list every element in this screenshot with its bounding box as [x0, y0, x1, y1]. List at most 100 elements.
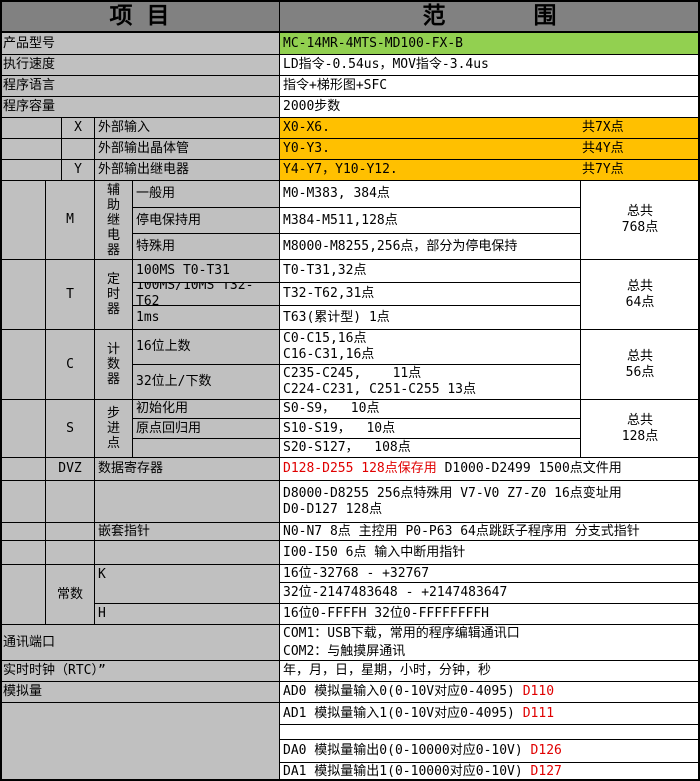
io-row-label: 外部输出晶体管	[95, 139, 280, 160]
section-code-t: T	[46, 260, 95, 330]
section-code-c: C	[46, 330, 95, 400]
section-code-constant: 常数	[46, 565, 95, 625]
sub-label: 32位上/下数	[133, 365, 280, 400]
exec-speed-label: 执行速度	[0, 55, 280, 76]
io-row-code-x: X	[62, 118, 95, 139]
section-spacer	[0, 400, 46, 458]
nest-pointer-value1: N0-N7 8点 主控用 P0-P63 64点跳跃子程序用 分支式指针	[280, 523, 700, 541]
nest-pointer-value2: I00-I50 6点 输入中断用指针	[280, 541, 700, 565]
range-value: C235-C245, 11点 C224-C231, C251-C255 13点	[280, 365, 581, 400]
section-spacer	[0, 481, 46, 523]
section-spacer	[0, 260, 46, 330]
section-code-m: M	[46, 181, 95, 260]
program-capacity-label: 程序容量	[0, 97, 280, 118]
header-item-cell: 项目	[0, 0, 280, 33]
data-register-file-part: D1000-D2499 1500点文件用	[436, 461, 622, 476]
section-spacer	[0, 330, 46, 400]
data-register-value: D128-D255 128点保存用 D1000-D2499 1500点文件用	[280, 458, 700, 481]
analog-text: AD1 模拟量输入1(0-10V对应0-4095)	[283, 705, 523, 721]
section-total: 总共 56点	[581, 330, 700, 400]
io-total-text: 共7X点	[582, 120, 624, 135]
exec-speed-value: LD指令-0.54us，MOV指令-3.4us	[280, 55, 700, 76]
range-value: S10-S19， 10点	[280, 419, 581, 439]
io-row-value: Y4-Y7，Y10-Y12. 共7Y点	[280, 160, 700, 181]
section-total: 总共 768点	[581, 181, 700, 260]
blank-cell	[95, 541, 280, 565]
sub-label: 一般用	[133, 181, 280, 208]
constant-k-label: K	[95, 565, 280, 604]
sub-label: 100MS T0-T31	[133, 260, 280, 283]
sub-label: 100MS/10MS T32-T62	[133, 283, 280, 306]
section-code-dvz: DVZ	[46, 458, 95, 481]
section-spacer	[0, 565, 46, 625]
sub-label: 初始化用	[133, 400, 280, 419]
analog-register: D111	[522, 705, 555, 721]
range-value: M0-M383, 384点	[280, 181, 581, 208]
range-value: S20-S127， 108点	[280, 439, 581, 458]
section-spacer	[0, 181, 46, 260]
blank-cell	[95, 481, 280, 523]
sub-label: 1ms	[133, 306, 280, 330]
io-row-spacer	[0, 160, 62, 181]
header-range-cell: 范围	[280, 0, 700, 33]
io-total-text: 共4Y点	[582, 141, 624, 156]
io-row-spacer	[0, 139, 62, 160]
analog-text: DA1 模拟量输出1(0-10000对应0-10V)	[283, 763, 531, 779]
section-code-s: S	[46, 400, 95, 458]
program-capacity-value: 2000步数	[280, 97, 700, 118]
program-language-value: 指令+梯形图+SFC	[280, 76, 700, 97]
analog-label: 模拟量	[0, 682, 280, 703]
analog-text: DA0 模拟量输出0(0-10000对应0-10V)	[283, 743, 531, 758]
io-row-code-y: Y	[62, 160, 95, 181]
blank-cell	[46, 523, 95, 541]
section-total: 总共 128点	[581, 400, 700, 458]
data-register-extra-value: D8000-D8255 256点特殊用 V7-V0 Z7-Z0 16点变址用 D…	[280, 481, 700, 523]
io-total-text: 共7Y点	[582, 162, 624, 177]
range-value: M384-M511,128点	[280, 208, 581, 234]
section-name-timer: 定时器	[95, 260, 133, 330]
sub-label: 特殊用	[133, 234, 280, 260]
constant-k-16bit-value: 16位-32768 - +32767	[280, 565, 700, 583]
range-value: T32-T62,31点	[280, 283, 581, 306]
analog-row: DA0 模拟量输出0(0-10000对应0-10V) D126	[280, 740, 700, 763]
sub-label: 停电保持用	[133, 208, 280, 234]
section-spacer	[0, 523, 46, 541]
constant-h-value: 16位0-FFFFH 32位0-FFFFFFFFH	[280, 604, 700, 625]
range-value: S0-S9， 10点	[280, 400, 581, 419]
data-register-saved-part: D128-D255 128点保存用	[283, 461, 437, 476]
sub-label	[133, 439, 280, 458]
io-range-text: X0-X6.	[283, 120, 330, 135]
range-value: T0-T31,32点	[280, 260, 581, 283]
constant-k-32bit-value: 32位-2147483648 - +2147483647	[280, 583, 700, 604]
io-range-text: Y4-Y7，Y10-Y12.	[283, 162, 398, 177]
program-language-label: 程序语言	[0, 76, 280, 97]
io-row-label: 外部输出继电器	[95, 160, 280, 181]
comm-port-value: COM1：USB下载，常用的程序编辑通讯口 COM2：与触摸屏通讯	[280, 625, 700, 661]
data-register-label: 数据寄存器	[95, 458, 280, 481]
analog-text: AD0 模拟量输入0(0-10V对应0-4095)	[283, 684, 523, 699]
io-row-value: X0-X6. 共7X点	[280, 118, 700, 139]
analog-row: AD0 模拟量输入0(0-10V对应0-4095) D110	[280, 682, 700, 703]
analog-register: D126	[530, 743, 562, 758]
io-row-label: 外部输入	[95, 118, 280, 139]
rtc-value: 年，月，日，星期，小时，分钟，秒	[280, 661, 700, 682]
analog-register: D110	[522, 684, 555, 699]
analog-register: D127	[530, 763, 562, 779]
section-spacer	[0, 458, 46, 481]
range-value: T63(累计型) 1点	[280, 306, 581, 330]
io-range-text: Y0-Y3.	[283, 141, 330, 156]
range-value: M8000-M8255,256点，部分为停电保持	[280, 234, 581, 260]
section-name-counter: 计数器	[95, 330, 133, 400]
sub-label: 原点回归用	[133, 419, 280, 439]
nest-pointer-label: 嵌套指针	[95, 523, 280, 541]
blank-cell	[0, 703, 280, 781]
header-item-label: 项目	[109, 2, 184, 29]
analog-row: AD1 模拟量输入1(0-10V对应0-4095) D111	[280, 703, 700, 725]
io-row-spacer	[0, 118, 62, 139]
constant-h-label: H	[95, 604, 280, 625]
analog-row: DA1 模拟量输出1(0-10000对应0-10V) D127	[280, 763, 700, 781]
io-row-code-blank	[62, 139, 95, 160]
analog-row	[280, 725, 700, 740]
section-spacer	[0, 541, 46, 565]
